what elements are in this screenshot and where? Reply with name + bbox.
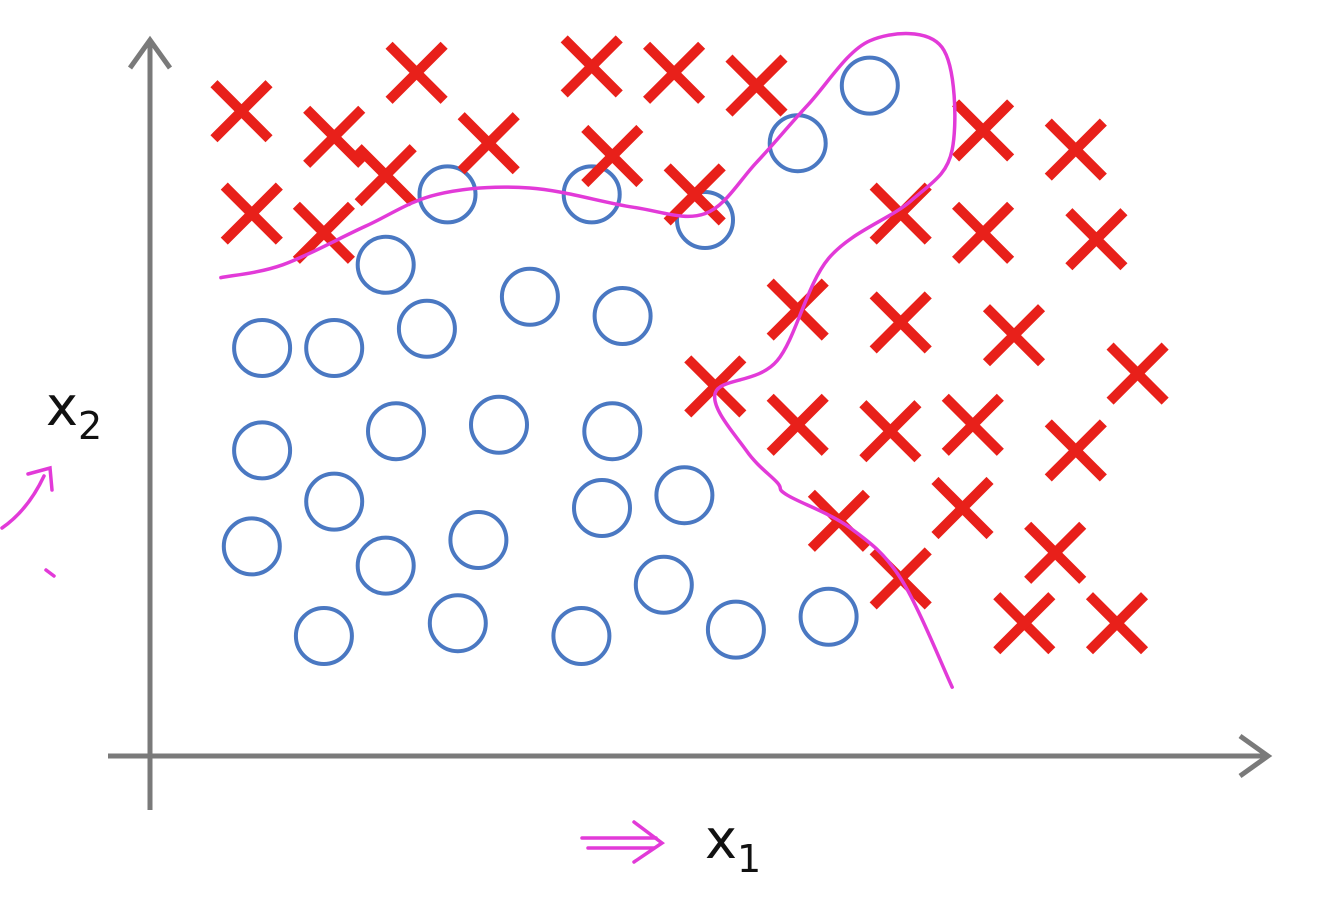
x-point [1106, 342, 1169, 405]
x-point [941, 393, 1004, 456]
x-point [766, 393, 829, 456]
circle-point [592, 286, 653, 346]
circle-point [396, 298, 457, 359]
data-series [210, 35, 1169, 666]
circle-point [551, 606, 612, 666]
x-point [952, 99, 1015, 162]
x-point [303, 105, 366, 168]
circle-point [767, 113, 828, 174]
circle-point [798, 586, 859, 647]
circle-point [232, 420, 293, 481]
circle-point [355, 535, 416, 596]
circle-point [417, 164, 478, 225]
x-axis-label: x1 [705, 808, 761, 881]
x-point [385, 41, 448, 104]
circle-point [572, 478, 632, 538]
circle-point [427, 593, 488, 654]
x-point [1044, 118, 1107, 181]
y-axis-label-subscript: 2 [78, 404, 102, 448]
circle-point [499, 266, 560, 327]
circle-point [304, 318, 365, 378]
y-axis-label-main: x [46, 375, 78, 438]
circle-point [293, 606, 354, 666]
circle-point [469, 394, 529, 455]
x-point [1065, 208, 1128, 271]
axes [108, 35, 1273, 810]
x-point [952, 201, 1015, 264]
circle-point [705, 599, 766, 660]
x-point [643, 41, 706, 104]
x-point [1044, 419, 1107, 482]
circle-marker-series [221, 55, 900, 666]
x-marker-series [210, 35, 1169, 655]
circle-point [304, 471, 365, 532]
decision-boundary-curve [219, 31, 957, 689]
circle-point [675, 190, 735, 250]
x-point [292, 201, 355, 264]
circle-point [366, 401, 426, 462]
x-point [1085, 592, 1149, 655]
x-point [931, 476, 994, 540]
x-point [725, 54, 788, 117]
x-point [220, 182, 283, 245]
circle-point [448, 510, 509, 570]
x-axis-label-subscript: 1 [737, 837, 761, 881]
x-point [210, 80, 273, 143]
x-point [869, 291, 932, 354]
circle-point [355, 234, 416, 295]
x-point [1024, 521, 1087, 584]
x-axis-label-main: x [705, 808, 737, 871]
x-point [684, 355, 747, 418]
y-axis-label: x2 [46, 375, 102, 448]
x-point [581, 124, 644, 188]
circle-point [633, 554, 694, 615]
x-point [766, 278, 829, 341]
circle-point [582, 401, 643, 462]
circle-point [654, 465, 715, 526]
circle-point [232, 318, 293, 378]
y-axis-annotation-arrow [0, 465, 56, 578]
y-axis-arrowhead [127, 35, 173, 70]
x-point [560, 35, 623, 98]
x-point [859, 400, 922, 463]
x-point [982, 304, 1046, 367]
x-axis-arrowhead [1238, 733, 1273, 779]
x-point [354, 144, 417, 207]
circle-point [221, 516, 282, 577]
x-point [457, 112, 520, 175]
x-axis-annotation-arrow [580, 820, 666, 864]
x-point [993, 592, 1056, 655]
circle-point [839, 55, 900, 116]
